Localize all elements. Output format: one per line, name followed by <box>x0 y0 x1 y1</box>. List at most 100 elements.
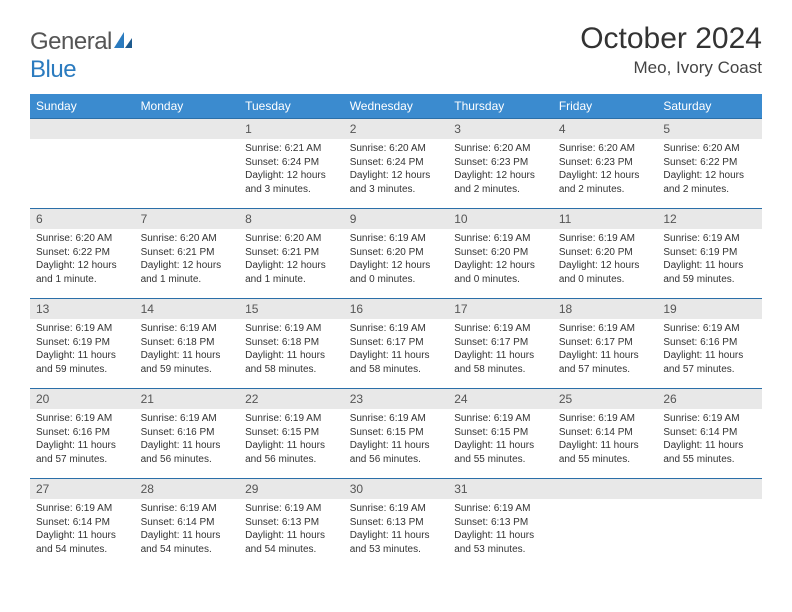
day-number: 10 <box>448 209 553 229</box>
page-title: October 2024 <box>580 22 762 56</box>
daylight-line: Daylight: 11 hours and 59 minutes. <box>36 350 116 375</box>
calendar-day-cell: 18Sunrise: 6:19 AMSunset: 6:17 PMDayligh… <box>553 299 658 389</box>
calendar-day-cell: 9Sunrise: 6:19 AMSunset: 6:20 PMDaylight… <box>344 209 449 299</box>
sunset-line: Sunset: 6:20 PM <box>454 247 528 258</box>
logo: GeneralBlue <box>30 22 133 84</box>
sunset-line: Sunset: 6:20 PM <box>350 247 424 258</box>
day-number <box>657 479 762 499</box>
sunset-line: Sunset: 6:18 PM <box>141 337 215 348</box>
daylight-line: Daylight: 11 hours and 56 minutes. <box>245 440 325 465</box>
sunrise-line: Sunrise: 6:19 AM <box>141 323 217 334</box>
daylight-line: Daylight: 11 hours and 55 minutes. <box>663 440 743 465</box>
calendar-day-cell: 28Sunrise: 6:19 AMSunset: 6:14 PMDayligh… <box>135 479 240 569</box>
daylight-line: Daylight: 11 hours and 53 minutes. <box>350 530 430 555</box>
day-content: Sunrise: 6:19 AMSunset: 6:13 PMDaylight:… <box>448 499 553 560</box>
sunset-line: Sunset: 6:23 PM <box>559 157 633 168</box>
sunset-line: Sunset: 6:14 PM <box>141 517 215 528</box>
sunset-line: Sunset: 6:19 PM <box>36 337 110 348</box>
calendar-day-cell: 3Sunrise: 6:20 AMSunset: 6:23 PMDaylight… <box>448 119 553 209</box>
sunset-line: Sunset: 6:17 PM <box>454 337 528 348</box>
title-block: October 2024 Meo, Ivory Coast <box>580 22 762 78</box>
daylight-line: Daylight: 11 hours and 59 minutes. <box>141 350 221 375</box>
daylight-line: Daylight: 11 hours and 58 minutes. <box>454 350 534 375</box>
sunrise-line: Sunrise: 6:19 AM <box>36 323 112 334</box>
sunrise-line: Sunrise: 6:19 AM <box>663 323 739 334</box>
calendar-day-cell: 20Sunrise: 6:19 AMSunset: 6:16 PMDayligh… <box>30 389 135 479</box>
calendar-day-cell: 4Sunrise: 6:20 AMSunset: 6:23 PMDaylight… <box>553 119 658 209</box>
day-content: Sunrise: 6:21 AMSunset: 6:24 PMDaylight:… <box>239 139 344 200</box>
day-number: 6 <box>30 209 135 229</box>
day-number: 9 <box>344 209 449 229</box>
day-number: 7 <box>135 209 240 229</box>
daylight-line: Daylight: 12 hours and 3 minutes. <box>245 170 326 195</box>
sunrise-line: Sunrise: 6:19 AM <box>454 233 530 244</box>
daylight-line: Daylight: 12 hours and 2 minutes. <box>663 170 744 195</box>
logo-sail-icon <box>113 28 133 56</box>
sunset-line: Sunset: 6:15 PM <box>350 427 424 438</box>
sunrise-line: Sunrise: 6:19 AM <box>559 233 635 244</box>
sunrise-line: Sunrise: 6:20 AM <box>141 233 217 244</box>
sunrise-line: Sunrise: 6:19 AM <box>663 413 739 424</box>
calendar-day-cell: 10Sunrise: 6:19 AMSunset: 6:20 PMDayligh… <box>448 209 553 299</box>
sunset-line: Sunset: 6:13 PM <box>454 517 528 528</box>
calendar-week-row: 27Sunrise: 6:19 AMSunset: 6:14 PMDayligh… <box>30 479 762 569</box>
sunrise-line: Sunrise: 6:19 AM <box>350 503 426 514</box>
daylight-line: Daylight: 11 hours and 57 minutes. <box>36 440 116 465</box>
sunrise-line: Sunrise: 6:20 AM <box>245 233 321 244</box>
calendar-day-cell: 12Sunrise: 6:19 AMSunset: 6:19 PMDayligh… <box>657 209 762 299</box>
day-content: Sunrise: 6:19 AMSunset: 6:15 PMDaylight:… <box>344 409 449 470</box>
sunset-line: Sunset: 6:14 PM <box>559 427 633 438</box>
sunset-line: Sunset: 6:13 PM <box>245 517 319 528</box>
sunset-line: Sunset: 6:16 PM <box>663 337 737 348</box>
calendar-day-cell: 31Sunrise: 6:19 AMSunset: 6:13 PMDayligh… <box>448 479 553 569</box>
daylight-line: Daylight: 11 hours and 53 minutes. <box>454 530 534 555</box>
calendar-day-cell: 24Sunrise: 6:19 AMSunset: 6:15 PMDayligh… <box>448 389 553 479</box>
day-number: 28 <box>135 479 240 499</box>
calendar-day-cell: 11Sunrise: 6:19 AMSunset: 6:20 PMDayligh… <box>553 209 658 299</box>
sunset-line: Sunset: 6:17 PM <box>559 337 633 348</box>
calendar-day-cell: 25Sunrise: 6:19 AMSunset: 6:14 PMDayligh… <box>553 389 658 479</box>
day-number: 23 <box>344 389 449 409</box>
sunrise-line: Sunrise: 6:20 AM <box>559 143 635 154</box>
calendar-day-cell: 8Sunrise: 6:20 AMSunset: 6:21 PMDaylight… <box>239 209 344 299</box>
sunrise-line: Sunrise: 6:19 AM <box>350 233 426 244</box>
day-number: 13 <box>30 299 135 319</box>
day-number: 15 <box>239 299 344 319</box>
calendar-day-cell: 17Sunrise: 6:19 AMSunset: 6:17 PMDayligh… <box>448 299 553 389</box>
sunrise-line: Sunrise: 6:19 AM <box>454 413 530 424</box>
daylight-line: Daylight: 11 hours and 54 minutes. <box>36 530 116 555</box>
day-header: Sunday <box>30 94 135 119</box>
day-number: 1 <box>239 119 344 139</box>
day-header: Thursday <box>448 94 553 119</box>
sunset-line: Sunset: 6:23 PM <box>454 157 528 168</box>
daylight-line: Daylight: 11 hours and 54 minutes. <box>245 530 325 555</box>
sunrise-line: Sunrise: 6:19 AM <box>350 413 426 424</box>
day-number: 5 <box>657 119 762 139</box>
calendar-day-cell <box>135 119 240 209</box>
day-content: Sunrise: 6:19 AMSunset: 6:14 PMDaylight:… <box>135 499 240 560</box>
day-content: Sunrise: 6:19 AMSunset: 6:14 PMDaylight:… <box>553 409 658 470</box>
daylight-line: Daylight: 11 hours and 57 minutes. <box>663 350 743 375</box>
sunset-line: Sunset: 6:22 PM <box>663 157 737 168</box>
sunset-line: Sunset: 6:22 PM <box>36 247 110 258</box>
day-number: 24 <box>448 389 553 409</box>
sunrise-line: Sunrise: 6:19 AM <box>36 413 112 424</box>
header: GeneralBlue October 2024 Meo, Ivory Coas… <box>30 22 762 84</box>
daylight-line: Daylight: 12 hours and 3 minutes. <box>350 170 431 195</box>
day-content: Sunrise: 6:20 AMSunset: 6:21 PMDaylight:… <box>135 229 240 290</box>
day-number: 8 <box>239 209 344 229</box>
sunset-line: Sunset: 6:21 PM <box>141 247 215 258</box>
logo-text-blue: Blue <box>30 56 76 83</box>
day-content: Sunrise: 6:19 AMSunset: 6:16 PMDaylight:… <box>30 409 135 470</box>
sunset-line: Sunset: 6:18 PM <box>245 337 319 348</box>
calendar-body: 1Sunrise: 6:21 AMSunset: 6:24 PMDaylight… <box>30 119 762 569</box>
calendar-day-cell: 26Sunrise: 6:19 AMSunset: 6:14 PMDayligh… <box>657 389 762 479</box>
calendar-day-cell: 2Sunrise: 6:20 AMSunset: 6:24 PMDaylight… <box>344 119 449 209</box>
sunrise-line: Sunrise: 6:19 AM <box>350 323 426 334</box>
day-content: Sunrise: 6:19 AMSunset: 6:13 PMDaylight:… <box>239 499 344 560</box>
day-header: Friday <box>553 94 658 119</box>
day-header: Wednesday <box>344 94 449 119</box>
day-content: Sunrise: 6:19 AMSunset: 6:20 PMDaylight:… <box>448 229 553 290</box>
daylight-line: Daylight: 11 hours and 57 minutes. <box>559 350 639 375</box>
day-header: Monday <box>135 94 240 119</box>
